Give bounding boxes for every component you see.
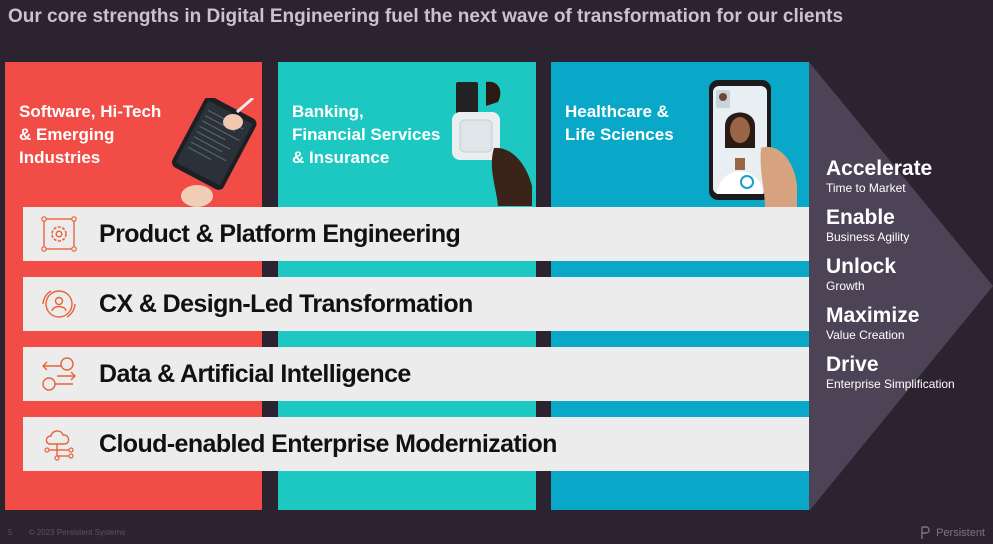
data-flow-icon [42,357,76,391]
outcome-heading: Drive [826,353,879,376]
outcome-heading: Accelerate [826,157,933,180]
outcome-subtext: Value Creation [826,328,905,342]
outcome-item: Drive Enterprise Simplification [826,353,991,391]
outcome-subtext: Enterprise Simplification [826,377,955,391]
industry-label-healthcare: Healthcare & Life Sciences [565,100,674,146]
industry-label-line: Industries [19,148,101,167]
capability-band-cx-design: CX & Design-Led Transformation [23,277,809,331]
gear-icon [41,216,77,252]
outcomes-list: Accelerate Time to Market Enable Busines… [826,157,991,402]
outcome-subtext: Growth [826,279,865,293]
brand-name: Persistent [936,527,985,539]
industry-label-banking: Banking, Financial Services & Insurance [292,100,440,169]
capability-label: Cloud-enabled Enterprise Modernization [99,429,557,458]
capability-label: Product & Platform Engineering [99,219,461,248]
cloud-network-icon [44,430,74,461]
industry-label-software: Software, Hi-Tech & Emerging Industries [19,100,161,169]
user-circle-icon [42,290,76,318]
card-reader-photo [452,81,532,206]
page-number: 5 [8,528,13,537]
copyright: © 2023 Persistent Systems [28,528,126,537]
footer: 5 © 2023 Persistent Systems [8,528,139,537]
doctor-phone-photo [709,80,797,208]
outcome-item: Maximize Value Creation [826,304,991,342]
industry-label-line: Life Sciences [565,125,674,144]
industry-label-line: Healthcare & [565,102,669,121]
outcome-item: Accelerate Time to Market [826,157,991,195]
industry-label-line: & Emerging [19,125,115,144]
industry-label-line: Banking, [292,102,364,121]
capability-label: CX & Design-Led Transformation [99,289,473,318]
outcome-subtext: Business Agility [826,230,910,244]
industry-label-line: Software, Hi-Tech [19,102,162,121]
outcome-heading: Maximize [826,304,920,327]
industry-label-line: Financial Services [292,125,441,144]
brand-logo: Persistent [919,526,985,540]
outcome-item: Enable Business Agility [826,206,991,244]
persistent-logo-icon [921,526,930,539]
outcome-subtext: Time to Market [826,181,906,195]
capability-band-cloud: Cloud-enabled Enterprise Modernization [23,417,809,471]
capability-band-product-platform: Product & Platform Engineering [23,207,809,261]
capability-band-data-ai: Data & Artificial Intelligence [23,347,809,401]
page-title: Our core strengths in Digital Engineerin… [8,6,844,27]
outcome-heading: Unlock [826,255,897,278]
outcome-heading: Enable [826,206,895,229]
tablet-photo [171,98,257,207]
industry-label-line: & Insurance [292,148,390,167]
outcome-item: Unlock Growth [826,255,991,293]
outcomes-chevron [809,62,993,510]
capability-label: Data & Artificial Intelligence [99,359,411,388]
